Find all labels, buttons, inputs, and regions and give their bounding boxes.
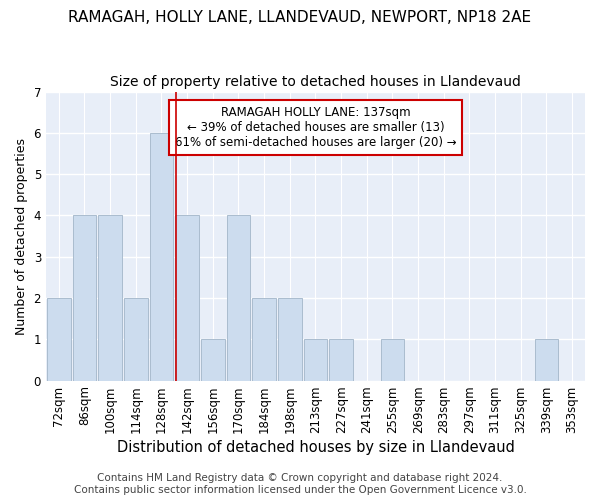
- Text: RAMAGAH HOLLY LANE: 137sqm
← 39% of detached houses are smaller (13)
61% of semi: RAMAGAH HOLLY LANE: 137sqm ← 39% of deta…: [175, 106, 456, 149]
- Bar: [175, 216, 199, 380]
- Text: Contains HM Land Registry data © Crown copyright and database right 2024.
Contai: Contains HM Land Registry data © Crown c…: [74, 474, 526, 495]
- Bar: [124, 298, 148, 380]
- Bar: [149, 133, 173, 380]
- Bar: [304, 340, 327, 380]
- X-axis label: Distribution of detached houses by size in Llandevaud: Distribution of detached houses by size …: [116, 440, 514, 455]
- Bar: [201, 340, 224, 380]
- Bar: [253, 298, 276, 380]
- Y-axis label: Number of detached properties: Number of detached properties: [15, 138, 28, 334]
- Bar: [227, 216, 250, 380]
- Bar: [278, 298, 302, 380]
- Bar: [73, 216, 96, 380]
- Title: Size of property relative to detached houses in Llandevaud: Size of property relative to detached ho…: [110, 75, 521, 89]
- Text: RAMAGAH, HOLLY LANE, LLANDEVAUD, NEWPORT, NP18 2AE: RAMAGAH, HOLLY LANE, LLANDEVAUD, NEWPORT…: [68, 10, 532, 25]
- Bar: [380, 340, 404, 380]
- Bar: [98, 216, 122, 380]
- Bar: [535, 340, 559, 380]
- Bar: [329, 340, 353, 380]
- Bar: [47, 298, 71, 380]
